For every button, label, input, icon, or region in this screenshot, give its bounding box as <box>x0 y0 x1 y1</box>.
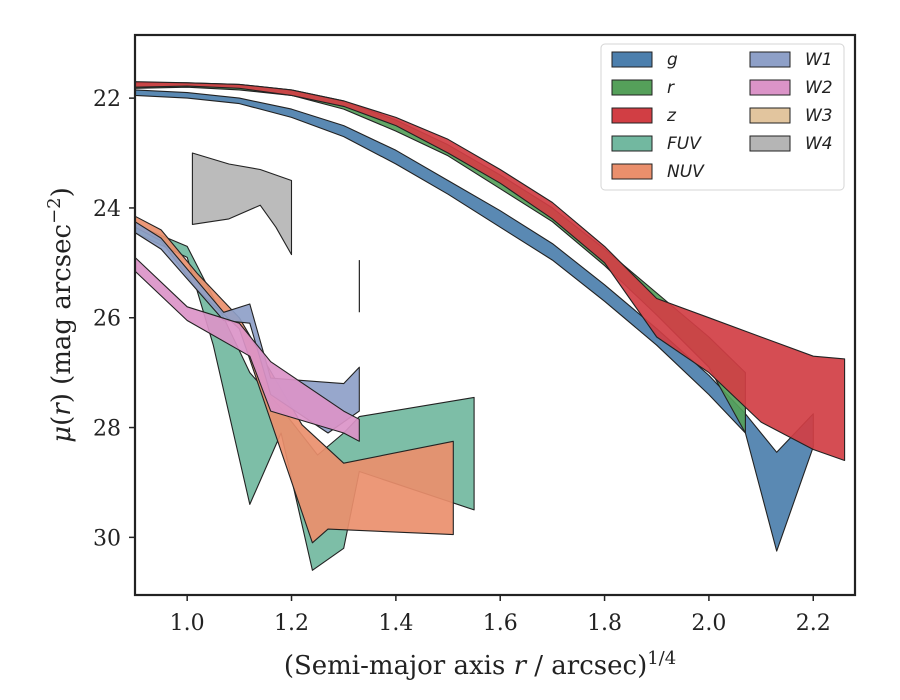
legend: grz FUV NUV W1 W2 W3 W4 <box>600 43 845 191</box>
legend-swatch-w3 <box>749 107 791 124</box>
x-tick-label: 2.0 <box>691 611 726 636</box>
bands-layer <box>134 81 846 571</box>
x-tick-label: 1.8 <box>587 611 622 636</box>
legend-label-g: g <box>667 50 678 70</box>
y-axis-label: μ(r) (mag arcsec−2) <box>44 187 77 443</box>
y-tick-label: 24 <box>93 197 121 222</box>
legend-swatch-g <box>611 51 653 68</box>
legend-label-z: z <box>666 106 677 126</box>
x-axis-label: (Semi-major axis r / arcsec)1/4 <box>284 648 676 681</box>
x-tick-label: 1.4 <box>378 611 413 636</box>
legend-label-w4: W4 <box>805 134 833 154</box>
legend-swatch-nuv <box>611 163 653 180</box>
legend-swatch-r <box>611 79 653 96</box>
band-z <box>134 81 846 462</box>
y-tick-label: 26 <box>93 307 121 332</box>
y-tick-label: 22 <box>93 87 121 112</box>
legend-label-w2: W2 <box>805 78 833 98</box>
x-tick-label: 1.2 <box>274 611 309 636</box>
legend-label-fuv: FUV <box>667 134 702 154</box>
band-w1 <box>134 221 360 434</box>
legend-swatch-w1 <box>749 51 791 68</box>
x-tick-label: 1.0 <box>170 611 205 636</box>
legend-label-w3: W3 <box>805 106 833 126</box>
y-tick-label: 30 <box>93 526 121 551</box>
legend-label-nuv: NUV <box>667 162 705 182</box>
band-w4 <box>191 152 293 256</box>
ticks-layer: 1.0 1.2 1.4 1.6 1.8 2.0 2.2 22 24 26 28 30 <box>93 87 831 636</box>
plot-frame <box>133 33 857 597</box>
legend-label-r: r <box>667 78 675 98</box>
legend-swatch-z <box>611 107 653 124</box>
x-tick-label: 2.2 <box>796 611 831 636</box>
legend-swatch-w2 <box>749 79 791 96</box>
y-tick-label: 28 <box>93 417 121 442</box>
band-w2 <box>134 256 360 442</box>
legend-label-w1: W1 <box>805 50 833 70</box>
x-tick-label: 1.6 <box>483 611 518 636</box>
legend-swatch-w4 <box>749 135 791 152</box>
legend-swatch-fuv <box>611 135 653 152</box>
